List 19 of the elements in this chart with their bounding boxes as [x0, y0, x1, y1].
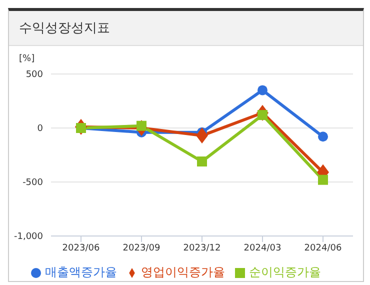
point [318, 174, 328, 185]
x-tick-label: 2024/03 [244, 243, 282, 254]
point [318, 132, 328, 142]
x-tick-label: 2023/12 [183, 243, 221, 254]
y-tick-label: -1,000 [14, 232, 44, 242]
x-tick-label: 2024/06 [304, 243, 342, 254]
x-tick-label: 2023/09 [122, 243, 160, 254]
chart-title: 수익성장성지표 [9, 11, 363, 46]
point [258, 85, 268, 96]
legend-label: 영업이익증가율 [141, 265, 225, 279]
y-tick-label: 500 [26, 70, 44, 80]
legend-label: 매출액증가율 [45, 265, 117, 279]
legend-label: 순이익증가율 [249, 265, 321, 279]
point [196, 128, 208, 144]
x-tick-label: 2023/06 [62, 243, 100, 254]
point [197, 156, 207, 166]
y-tick-label: -500 [22, 178, 44, 188]
y-tick-label: 0 [37, 124, 44, 134]
y-axis-title: [%] [19, 54, 35, 64]
